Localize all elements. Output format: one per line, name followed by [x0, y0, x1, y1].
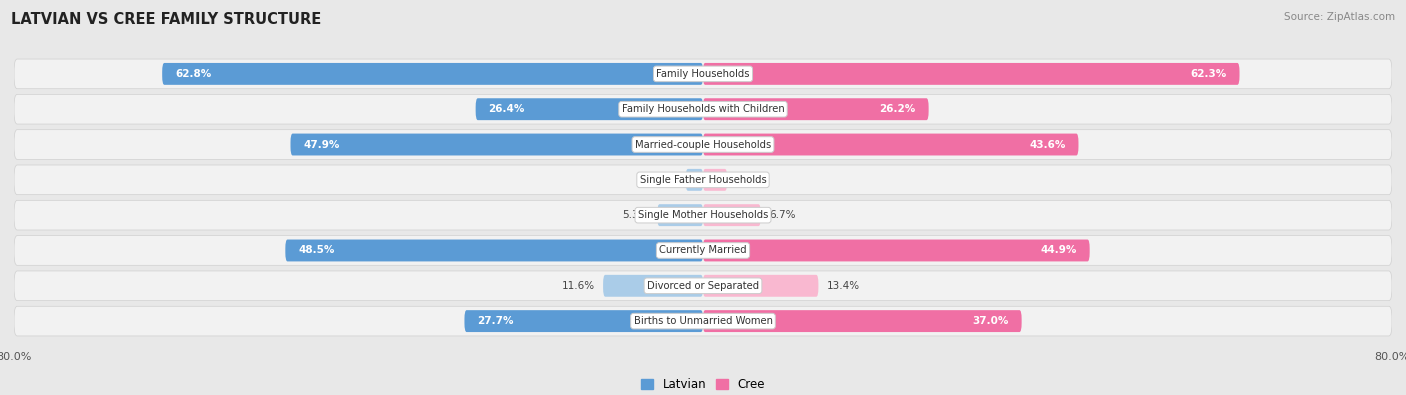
Text: Married-couple Households: Married-couple Households — [636, 139, 770, 150]
Text: 26.2%: 26.2% — [880, 104, 915, 114]
FancyBboxPatch shape — [603, 275, 703, 297]
FancyBboxPatch shape — [464, 310, 703, 332]
Text: LATVIAN VS CREE FAMILY STRUCTURE: LATVIAN VS CREE FAMILY STRUCTURE — [11, 12, 322, 27]
FancyBboxPatch shape — [703, 204, 761, 226]
FancyBboxPatch shape — [14, 59, 1392, 89]
FancyBboxPatch shape — [703, 98, 928, 120]
FancyBboxPatch shape — [703, 63, 1240, 85]
Text: 37.0%: 37.0% — [973, 316, 1008, 326]
Text: Single Mother Households: Single Mother Households — [638, 210, 768, 220]
FancyBboxPatch shape — [291, 134, 703, 156]
Text: 43.6%: 43.6% — [1029, 139, 1066, 150]
Text: 48.5%: 48.5% — [298, 245, 335, 256]
Legend: Latvian, Cree: Latvian, Cree — [637, 373, 769, 395]
Text: 2.8%: 2.8% — [735, 175, 762, 185]
FancyBboxPatch shape — [14, 94, 1392, 124]
FancyBboxPatch shape — [285, 239, 703, 261]
Text: 27.7%: 27.7% — [478, 316, 513, 326]
FancyBboxPatch shape — [686, 169, 703, 191]
Text: Single Father Households: Single Father Households — [640, 175, 766, 185]
FancyBboxPatch shape — [703, 239, 1090, 261]
Text: Currently Married: Currently Married — [659, 245, 747, 256]
FancyBboxPatch shape — [658, 204, 703, 226]
Text: 5.3%: 5.3% — [623, 210, 648, 220]
FancyBboxPatch shape — [703, 169, 727, 191]
Text: Divorced or Separated: Divorced or Separated — [647, 281, 759, 291]
FancyBboxPatch shape — [703, 275, 818, 297]
Text: 6.7%: 6.7% — [769, 210, 796, 220]
Text: Births to Unmarried Women: Births to Unmarried Women — [634, 316, 772, 326]
Text: 13.4%: 13.4% — [827, 281, 860, 291]
Text: 11.6%: 11.6% — [561, 281, 595, 291]
Text: Family Households: Family Households — [657, 69, 749, 79]
Text: 26.4%: 26.4% — [488, 104, 524, 114]
Text: 62.3%: 62.3% — [1191, 69, 1226, 79]
FancyBboxPatch shape — [14, 200, 1392, 230]
FancyBboxPatch shape — [14, 271, 1392, 301]
Text: Family Households with Children: Family Households with Children — [621, 104, 785, 114]
Text: Source: ZipAtlas.com: Source: ZipAtlas.com — [1284, 12, 1395, 22]
FancyBboxPatch shape — [14, 165, 1392, 195]
FancyBboxPatch shape — [14, 306, 1392, 336]
Text: 62.8%: 62.8% — [176, 69, 211, 79]
FancyBboxPatch shape — [162, 63, 703, 85]
FancyBboxPatch shape — [703, 310, 1022, 332]
FancyBboxPatch shape — [475, 98, 703, 120]
Text: 2.0%: 2.0% — [651, 175, 678, 185]
FancyBboxPatch shape — [14, 130, 1392, 159]
FancyBboxPatch shape — [14, 236, 1392, 265]
FancyBboxPatch shape — [703, 134, 1078, 156]
Text: 44.9%: 44.9% — [1040, 245, 1077, 256]
Text: 47.9%: 47.9% — [304, 139, 340, 150]
